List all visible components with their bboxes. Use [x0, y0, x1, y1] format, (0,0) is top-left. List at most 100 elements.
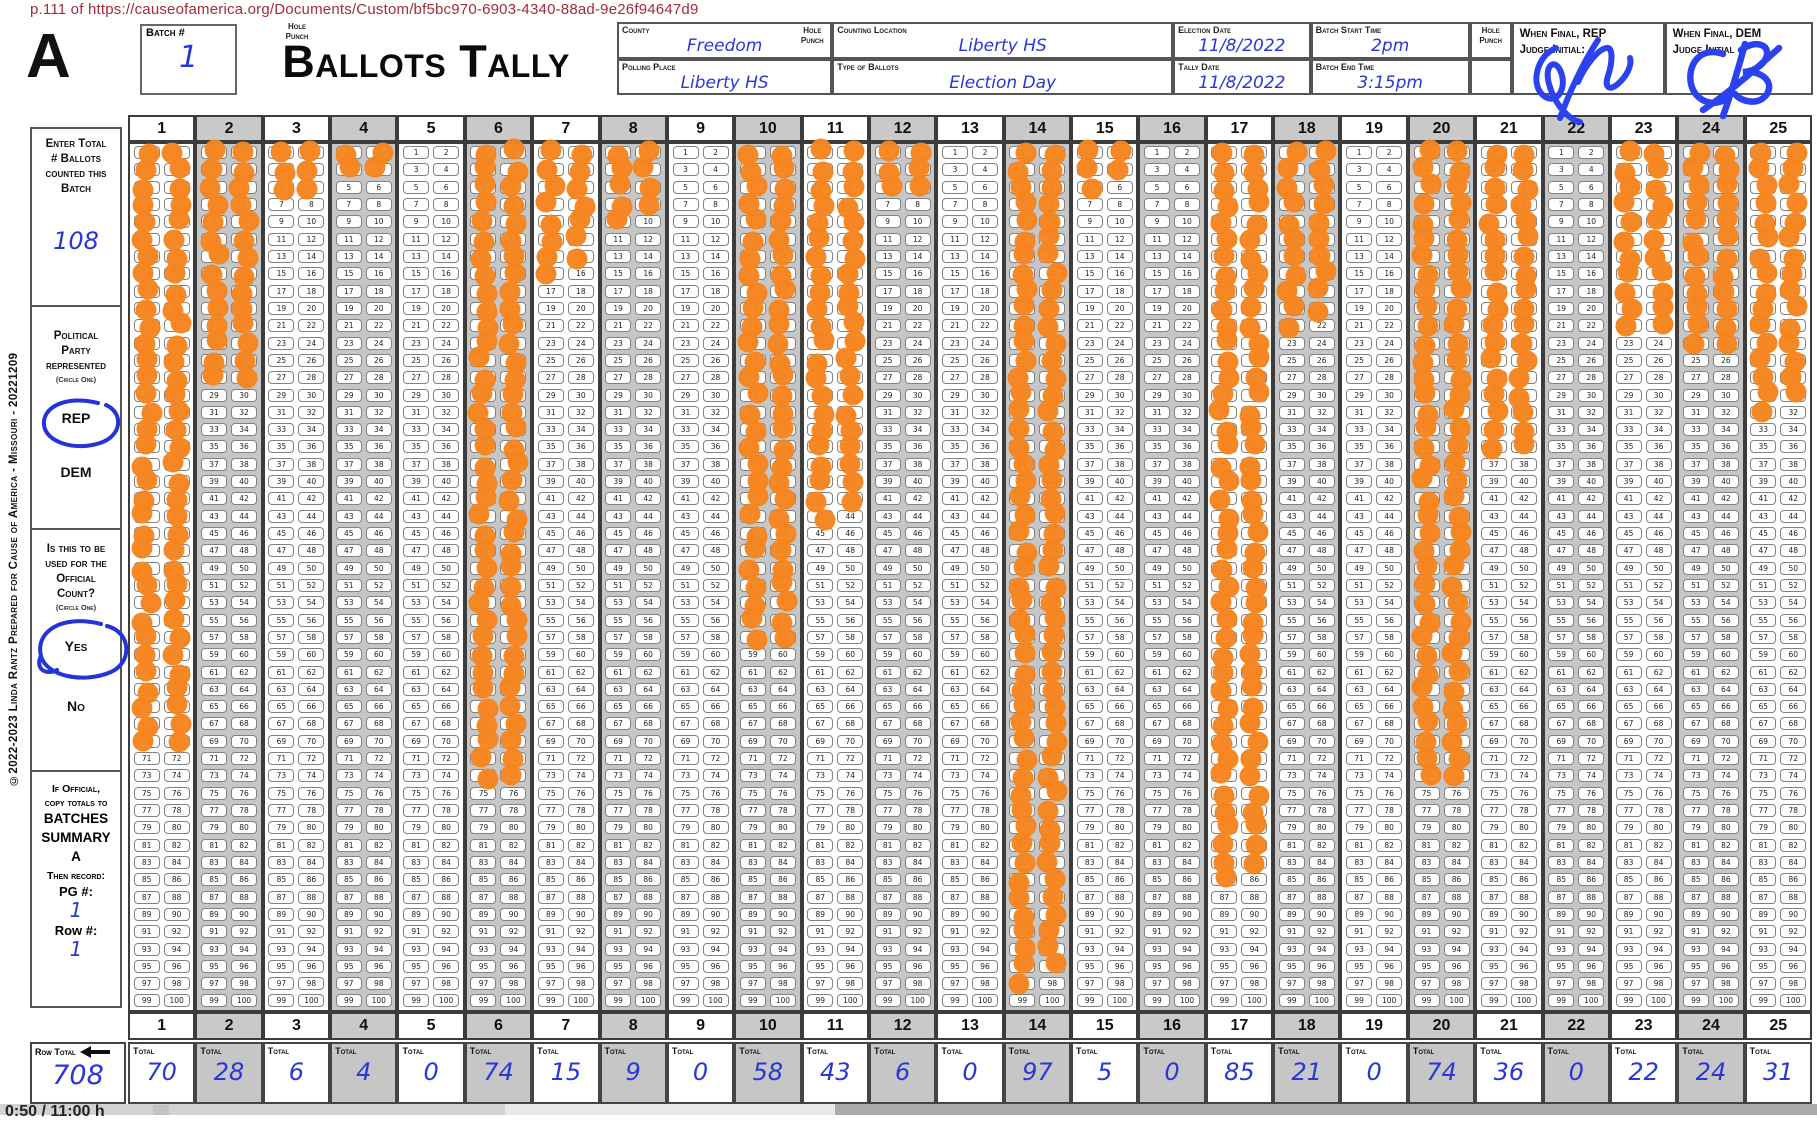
bubble-cell: 58 [231, 630, 258, 644]
bubble-cell: 29 [1615, 388, 1642, 402]
bubble-cell: 58 [1376, 630, 1403, 644]
bubble-cell: 25 [874, 353, 901, 367]
bubble-cell: 57 [403, 630, 430, 644]
bubble-cell: 8 [1241, 191, 1270, 213]
bubble-cell: 3 [739, 161, 766, 183]
bubble-cell: 43 [1211, 508, 1240, 530]
bubble-cell: 2 [1241, 144, 1268, 166]
bubble-cell: 55 [1548, 613, 1575, 627]
bubble-cell: 32 [1037, 400, 1066, 422]
bubble-cell: 52 [635, 578, 662, 592]
bubble-cell: 69 [1346, 734, 1373, 748]
bubble-cell: 56 [1106, 613, 1133, 627]
bubble-cell: 15 [470, 265, 497, 287]
bubble-cell: 9 [1682, 208, 1709, 230]
bubble-cell: 30 [1508, 387, 1537, 409]
tally-dot [908, 157, 930, 179]
bubble-cell: 43 [605, 509, 632, 523]
tally-dot [1013, 315, 1035, 337]
bubble-cell: 11 [605, 232, 632, 246]
bubble-cell: 34 [1240, 416, 1268, 438]
bubble-cell: 48 [769, 539, 796, 561]
bubble-cell: 19 [470, 301, 498, 323]
bubble-cell: 59 [1413, 645, 1440, 667]
bubble-cell: 9 [739, 208, 767, 230]
bubble-cell: 74 [365, 769, 392, 783]
bubble-cell: 62 [1712, 665, 1739, 679]
bubble-cell: 43 [468, 503, 497, 525]
circle-one-note: (Circle One) [55, 602, 97, 612]
bubble-cell: 60 [298, 648, 325, 662]
bubble-cell: 31 [1480, 400, 1509, 422]
bubble-cell: 31 [1144, 405, 1171, 419]
column-header-cell-16: 16 [1138, 1012, 1206, 1040]
bubble-cell: 85 [1750, 873, 1777, 887]
bubble-cell: 37 [941, 457, 968, 471]
bubble-cell: 85 [1413, 873, 1440, 887]
bubble-cell: 30 [365, 388, 392, 402]
bubble-cell: 50 [433, 561, 460, 575]
tally-dot [742, 297, 764, 319]
bubble-cell: 21 [941, 319, 968, 333]
bubble-cell: 70 [904, 734, 931, 748]
bubble-cell: 46 [163, 524, 190, 546]
bubble-cell: 41 [1750, 492, 1777, 506]
bubble-cell: 95 [605, 959, 632, 973]
bubble-cell: 69 [1750, 734, 1777, 748]
bubble-cell: 4 [296, 160, 325, 182]
bubble-cell: 23 [537, 336, 564, 350]
bubble-cell: 71 [941, 752, 968, 766]
bubble-cell: 15 [335, 267, 362, 281]
column-total-cell-24: Total 24 [1677, 1042, 1745, 1104]
bubble-cell: 37 [1278, 457, 1305, 471]
bubble-cell: 52 [298, 578, 325, 592]
bubble-cell: 45 [403, 527, 430, 541]
bubble-cell: 3 [470, 156, 497, 178]
bubble-cell: 10 [298, 215, 325, 229]
bubble-cell: 17 [807, 282, 834, 304]
bubble-cell: 99 [1144, 994, 1171, 1008]
bubble-cell: 1 [1480, 144, 1508, 166]
bubble-cell: 73 [1750, 769, 1777, 783]
bubble-cell: 6 [635, 177, 662, 199]
tally-dot [1447, 244, 1468, 266]
bubble-cell: 56 [1174, 613, 1201, 627]
bubble-cell: 88 [635, 890, 662, 904]
bubble-cell: 56 [365, 613, 392, 627]
bubble-cell: 67 [133, 716, 160, 738]
bubble-cell: 56 [1510, 613, 1537, 627]
bubble-cell: 71 [1750, 752, 1777, 766]
tally-dot [1420, 764, 1442, 786]
bubble-cell: 79 [1413, 821, 1440, 835]
bubble-cell: 11 [335, 232, 362, 246]
tally-dot [137, 245, 159, 267]
bubble-cell: 49 [1076, 561, 1103, 575]
video-progress-bar[interactable] [0, 1104, 1817, 1115]
bubble-cell: 69 [1009, 727, 1036, 749]
tally-dot [270, 141, 292, 163]
bubble-cell: 39 [201, 475, 228, 489]
bubble-cell: 27 [805, 367, 834, 389]
bubble-cell: 61 [1480, 665, 1507, 679]
bubble-cell: 65 [1278, 700, 1305, 714]
tally-dot [1652, 313, 1674, 335]
election-date-field: Election Date 11/8/2022 [1173, 22, 1311, 59]
tally-dot [1446, 140, 1468, 162]
column-total-label: Total [200, 1046, 222, 1056]
bubble-cell: 79 [1480, 821, 1507, 835]
column-header-cell-21: 21 [1475, 115, 1543, 142]
column-total-label: Total [1008, 1046, 1031, 1056]
bubble-cell: 91 [133, 925, 160, 939]
bubble-cell: 38 [1510, 457, 1537, 471]
bubble-cell: 82 [231, 838, 258, 852]
tally-dot [1484, 331, 1506, 352]
bubble-cell: 8 [433, 198, 460, 212]
bubble-cell: 24 [1106, 336, 1133, 350]
bubble-cell: 23 [1278, 336, 1305, 350]
tally-dot [1013, 919, 1035, 941]
bubble-cell: 41 [1480, 492, 1507, 506]
bubble-cell: 30 [1039, 385, 1066, 407]
bubble-cell: 12 [1712, 225, 1739, 247]
bubble-cell: 42 [1376, 492, 1403, 506]
bubble-cell: 23 [403, 336, 430, 350]
